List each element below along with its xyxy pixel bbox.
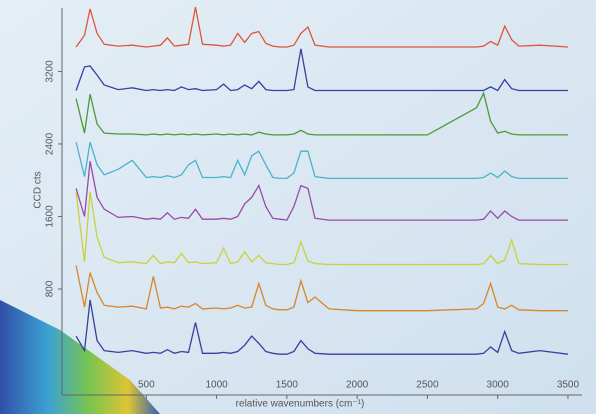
x-tick-label: 1000 (205, 380, 228, 391)
spectrum-line (75, 161, 568, 221)
x-tick-label: 2000 (346, 380, 369, 391)
y-tick-label: 1600 (45, 205, 56, 228)
spectrum-line (75, 48, 568, 92)
spectrum-line (75, 6, 568, 48)
x-tick-label: 1500 (276, 380, 299, 391)
y-tick-label: 800 (45, 280, 56, 297)
y-axis-label: CCD cts (33, 171, 44, 208)
x-tick-label: 3500 (557, 380, 580, 391)
x-tick-label: 500 (138, 380, 155, 391)
x-tick-label: 2500 (416, 380, 439, 391)
spectrum-line (75, 141, 568, 180)
spectrum-line (75, 91, 568, 136)
x-tick-label: 3000 (487, 380, 510, 391)
y-tick-label: 2400 (45, 132, 56, 155)
spectrum-line (75, 191, 568, 266)
decoration (0, 300, 160, 414)
x-axis-label: relative wavenumbers (cm⁻¹) (236, 399, 365, 410)
spectrum-line (75, 265, 568, 312)
spectrum-line (75, 299, 568, 355)
y-tick-label: 3200 (45, 60, 56, 83)
